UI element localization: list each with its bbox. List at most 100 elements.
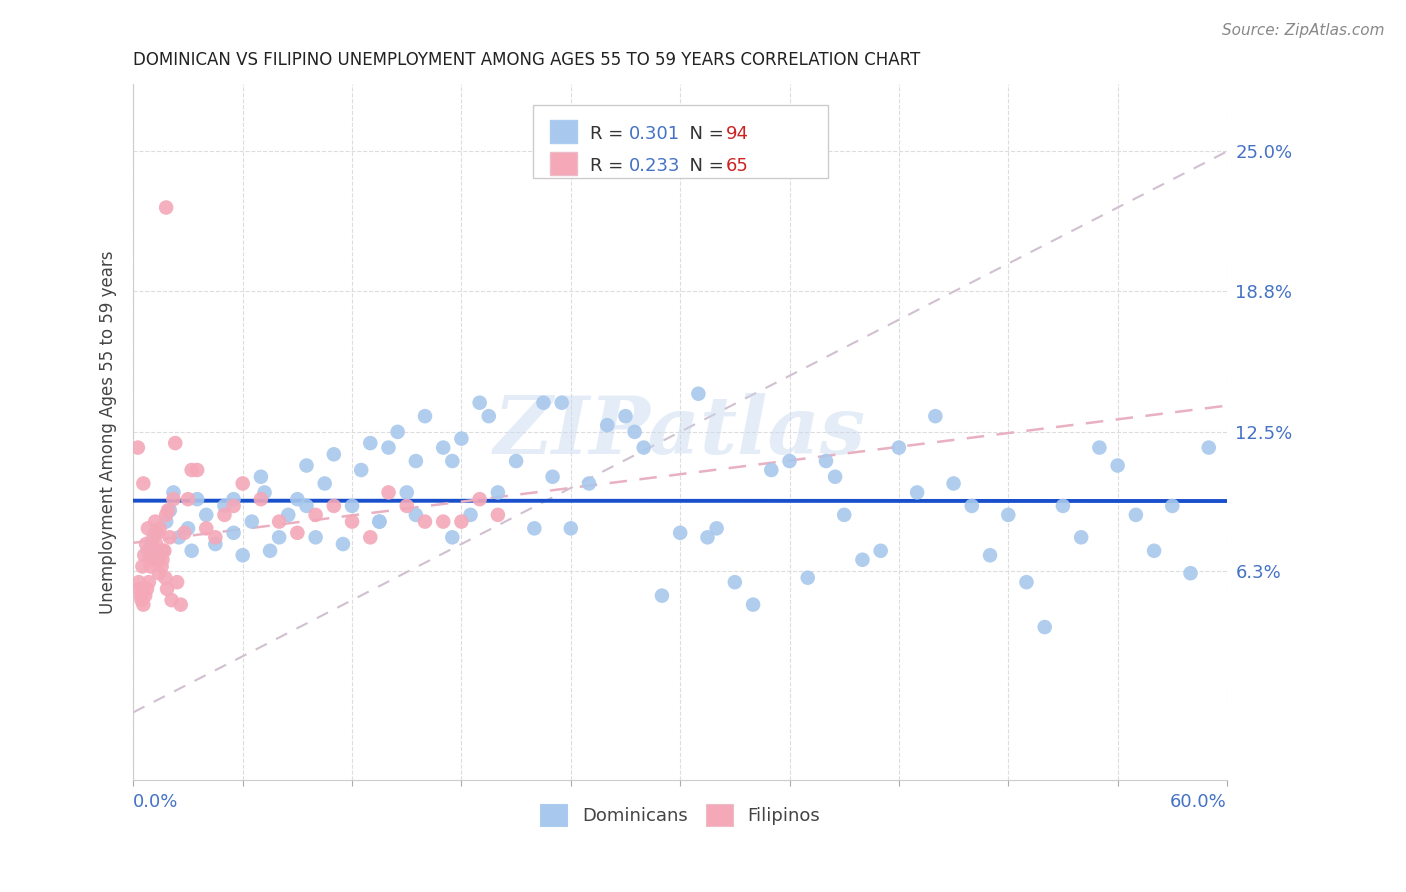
Point: [143, 525, 166, 540]
Text: DOMINICAN VS FILIPINO UNEMPLOYMENT AMONG AGES 55 TO 59 YEARS CORRELATION CHART: DOMINICAN VS FILIPINO UNEMPLOYMENT AMONG…: [134, 51, 921, 69]
Point: [797, 571, 820, 585]
Text: 60.0%: 60.0%: [1170, 793, 1227, 811]
Point: [295, 458, 318, 473]
Point: [162, 492, 184, 507]
Point: [1052, 499, 1074, 513]
Point: [153, 543, 176, 558]
Point: [405, 508, 427, 522]
Point: [204, 530, 226, 544]
Point: [1125, 508, 1147, 522]
Point: [166, 575, 188, 590]
Point: [1161, 499, 1184, 513]
Point: [295, 499, 318, 513]
Point: [232, 476, 254, 491]
Point: [669, 525, 692, 540]
Point: [145, 537, 167, 551]
Point: [222, 525, 245, 540]
Point: [1015, 575, 1038, 590]
Point: [832, 508, 855, 522]
Point: [468, 395, 491, 409]
Point: [560, 521, 582, 535]
Point: [155, 201, 177, 215]
Point: [141, 543, 163, 558]
Point: [156, 582, 179, 596]
Point: [541, 469, 564, 483]
Text: Source: ZipAtlas.com: Source: ZipAtlas.com: [1222, 23, 1385, 38]
Point: [340, 515, 363, 529]
Point: [377, 485, 399, 500]
Point: [578, 476, 600, 491]
Point: [132, 476, 155, 491]
Point: [214, 499, 236, 513]
Point: [204, 537, 226, 551]
Point: [162, 485, 184, 500]
Point: [779, 454, 801, 468]
Point: [250, 492, 273, 507]
Point: [395, 485, 418, 500]
Point: [505, 454, 527, 468]
Point: [432, 515, 454, 529]
Point: [177, 492, 200, 507]
Point: [146, 525, 169, 540]
Point: [269, 515, 291, 529]
Point: [523, 521, 546, 535]
Point: [304, 508, 326, 522]
Point: [287, 492, 309, 507]
Point: [150, 559, 173, 574]
Point: [486, 508, 509, 522]
Point: [136, 582, 159, 596]
Point: [851, 553, 873, 567]
Point: [180, 463, 202, 477]
Point: [152, 553, 174, 567]
Point: [623, 425, 645, 439]
Point: [155, 508, 177, 522]
Point: [387, 425, 409, 439]
Point: [322, 447, 344, 461]
Point: [696, 530, 718, 544]
Point: [142, 530, 165, 544]
Bar: [550, 153, 578, 175]
Point: [170, 598, 193, 612]
Point: [814, 454, 837, 468]
Point: [1107, 458, 1129, 473]
Point: [368, 515, 391, 529]
Y-axis label: Unemployment Among Ages 55 to 59 years: Unemployment Among Ages 55 to 59 years: [100, 250, 117, 614]
Point: [160, 593, 183, 607]
Point: [214, 508, 236, 522]
Point: [141, 553, 163, 567]
Point: [136, 521, 159, 535]
Point: [824, 469, 846, 483]
Point: [222, 499, 245, 513]
Point: [350, 463, 373, 477]
Point: [486, 485, 509, 500]
Point: [139, 559, 162, 574]
Point: [177, 521, 200, 535]
Point: [1070, 530, 1092, 544]
Point: [395, 499, 418, 513]
Point: [533, 395, 555, 409]
Point: [269, 530, 291, 544]
Text: R =: R =: [591, 157, 630, 176]
Point: [979, 548, 1001, 562]
Point: [413, 409, 436, 424]
Point: [614, 409, 637, 424]
Point: [195, 521, 218, 535]
Text: 0.0%: 0.0%: [134, 793, 179, 811]
Point: [706, 521, 728, 535]
Point: [651, 589, 673, 603]
Point: [1143, 543, 1166, 558]
Point: [869, 543, 891, 558]
Point: [131, 593, 153, 607]
Point: [165, 436, 187, 450]
Point: [134, 548, 156, 562]
Point: [141, 537, 163, 551]
Point: [359, 530, 381, 544]
Point: [1198, 441, 1220, 455]
Point: [152, 543, 174, 558]
Point: [173, 525, 195, 540]
Bar: [533, 105, 828, 178]
Point: [253, 485, 276, 500]
Point: [314, 476, 336, 491]
Point: [146, 543, 169, 558]
Point: [250, 469, 273, 483]
